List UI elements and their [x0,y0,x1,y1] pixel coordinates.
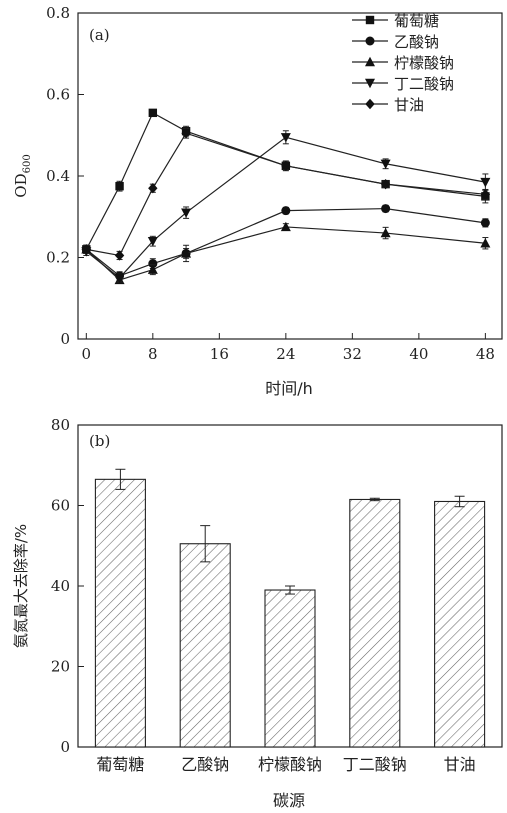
chart-a-data-point [115,181,124,191]
chart-b-bar-group [264,585,316,748]
chart-a-x-tick-label: 0 [82,345,92,363]
chart-a-data-point [147,264,158,274]
chart-a-legend-marker [365,56,375,67]
chart-a-y-tick-label: 0.6 [46,86,70,104]
chart-b-bar-group [94,468,146,748]
chart-a-series-4 [81,127,491,261]
chart-a-data-point [147,237,158,247]
chart-a-data-point [281,160,291,172]
chart-b-bar [179,543,231,748]
chart-a-x-tick-label: 48 [476,345,495,363]
chart-b: (b) 氨氮最大去除率/% 碳源 0 20 40 60 80 葡萄糖 乙酸钠 柠檬酸钠 丁二酸钠… [12,416,503,810]
chart-a-data-point [181,208,192,218]
chart-b-bar-group [434,495,486,748]
chart-a-data-point [281,206,291,216]
chart-b-y-axis-label: 氨氮最大去除率/% [12,524,30,648]
chart-a-y-tick-label: 0 [60,330,70,348]
chart-b-x-tick-label: 丁二酸钠 [343,755,407,774]
chart-a-data-point [148,108,158,118]
chart-a-x-tick-label: 32 [343,345,362,363]
chart-b-y-tick-label: 40 [51,577,70,595]
chart-a-panel-label: (a) [89,26,110,44]
chart-a-series-line [85,226,486,281]
chart-b-y-tick-label: 60 [51,497,70,515]
chart-b-bar [349,498,401,748]
chart-a-y-axis-label: OD600 [12,154,33,197]
chart-b-bar-group [349,497,401,748]
chart-a-data-point [380,178,391,190]
chart-a-x-tick-label: 40 [409,345,428,363]
chart-a-legend-label: 乙酸钠 [394,33,439,51]
chart-a-data-point [148,183,158,194]
chart-a-series-1 [81,204,490,281]
chart-a-data-point [380,159,391,169]
chart-a-legend-label: 甘油 [394,96,424,114]
chart-a-data-point [181,248,192,258]
chart-b-x-tick-label: 乙酸钠 [181,755,229,774]
chart-a-legend-marker [365,78,375,89]
chart-a-y-tick-label: 0.8 [46,4,70,22]
chart-a-data-point [280,133,291,143]
chart-a-data-point [480,177,491,188]
chart-b-bar-group [179,525,231,748]
chart-b-x-tick-label: 甘油 [444,755,476,774]
chart-b-x-axis-label: 碳源 [273,791,305,810]
chart-a-data-point [480,238,491,248]
chart-b-y-tick-label: 20 [51,658,70,676]
chart-b-panel-label: (b) [89,432,110,450]
chart-a-data-point [380,227,391,238]
chart-a-data-point [114,273,125,284]
chart-a-data-point [81,244,92,255]
chart-a-x-axis-label: 时间/h [265,379,313,398]
chart-a-x-tick-label: 24 [276,345,295,363]
chart-a-y-tick-label: 0.2 [46,249,70,267]
chart-a-data-point [480,189,491,200]
chart-a-legend-label: 柠檬酸钠 [394,54,454,72]
chart-b-bar [94,478,146,748]
chart-a-data-point [181,128,191,139]
chart-b-y-tick-label: 0 [60,738,70,756]
chart-b-bar [264,589,316,748]
chart-a-data-point [381,204,391,214]
chart-a-legend-label: 葡萄糖 [394,12,439,30]
chart-a-data-point [280,221,291,232]
chart-a-y-tick-label: 0.4 [46,167,70,185]
chart-a: (a) OD600 时间/h 0 8 16 24 32 40 48 0 0.2 0.4 0.6 0.8… [12,4,503,398]
chart-b-x-tick-label: 柠檬酸钠 [258,755,322,774]
chart-a-legend-marker [365,98,375,110]
chart-a-x-tick-label: 8 [148,345,158,363]
chart-a-legend-marker [365,15,375,25]
chart-a-data-point [480,218,490,228]
chart-a-data-point [148,259,158,269]
chart-b-y-tick-label: 80 [51,416,70,434]
chart-a-legend-label: 丁二酸钠 [394,75,454,93]
chart-a-legend-marker [365,36,375,46]
chart-a-series-3 [81,130,491,284]
chart-b-x-tick-label: 葡萄糖 [96,755,144,774]
chart-a-series-line [85,207,486,277]
chart-b-bar [434,500,486,748]
chart-a-x-tick-label: 16 [210,345,229,363]
chart-a-data-point [114,250,125,261]
